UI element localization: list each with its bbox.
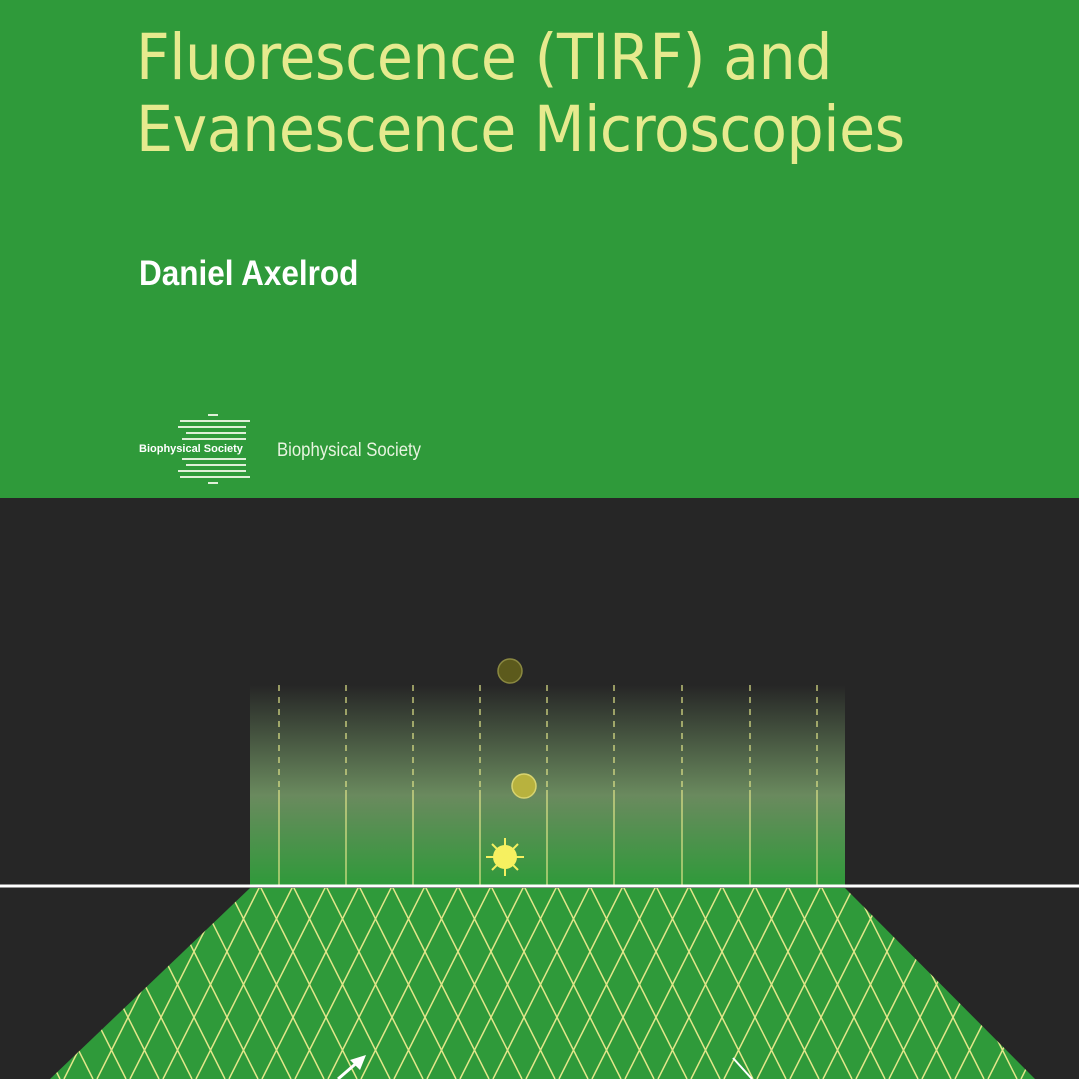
light-ray — [789, 888, 888, 1079]
medium-fluorophore-icon — [511, 773, 537, 799]
light-ray — [50, 888, 61, 1079]
light-ray — [162, 888, 261, 1079]
title-line: Evanescence Microscopies — [136, 93, 905, 166]
light-ray — [50, 888, 63, 1079]
light-ray — [1020, 888, 1035, 1079]
author-name: Daniel Axelrod — [139, 254, 359, 293]
light-ray — [50, 888, 94, 1079]
book-title: Fluorescence (TIRF) and Evanescence Micr… — [136, 22, 905, 166]
light-ray — [261, 888, 360, 1079]
light-ray — [756, 888, 855, 1079]
light-ray — [657, 888, 756, 1079]
light-ray — [228, 888, 327, 1079]
field-lines — [278, 685, 818, 886]
light-ray — [294, 888, 393, 1079]
light-ray — [327, 888, 426, 1079]
light-ray — [492, 888, 591, 1079]
light-ray — [195, 888, 294, 1079]
title-line: Fluorescence (TIRF) and — [136, 21, 832, 94]
light-ray — [558, 888, 657, 1079]
light-ray — [0, 886, 29, 1079]
tirf-illustration — [0, 658, 1079, 1079]
publisher-name: Biophysical Society — [277, 440, 422, 461]
light-ray — [0, 886, 27, 1079]
glass-prism — [50, 888, 1035, 1079]
light-ray — [360, 888, 459, 1079]
light-ray — [525, 888, 624, 1079]
reflected-ray — [732, 1057, 753, 1079]
publisher-logo-icon — [178, 414, 250, 484]
light-ray — [1054, 886, 1079, 1079]
cover-top-panel: Fluorescence (TIRF) and Evanescence Micr… — [0, 0, 1079, 498]
incident-arrow-icon — [337, 1055, 366, 1079]
light-ray — [690, 888, 789, 1079]
dim-fluorophore-icon — [497, 658, 523, 684]
light-ray — [459, 888, 558, 1079]
light-ray — [624, 888, 723, 1079]
light-ray — [426, 888, 525, 1079]
light-ray — [591, 888, 690, 1079]
light-ray — [393, 888, 492, 1079]
light-ray — [1018, 888, 1035, 1079]
light-ray — [723, 888, 822, 1079]
logo-text: Biophysical Society — [139, 443, 243, 455]
light-ray — [1052, 886, 1079, 1079]
bright-fluorophore-icon — [486, 838, 524, 876]
